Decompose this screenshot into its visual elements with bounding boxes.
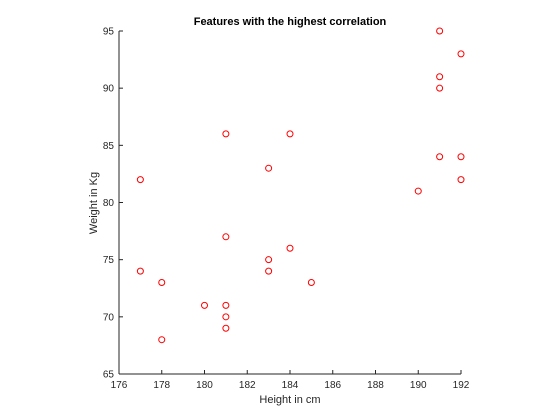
data-point xyxy=(222,301,230,309)
x-tick-label: 190 xyxy=(410,380,427,391)
y-tick-label: 70 xyxy=(103,312,115,323)
data-point xyxy=(307,279,315,287)
x-axis-title: Height in cm xyxy=(259,394,320,406)
x-tick-label: 184 xyxy=(282,380,299,391)
y-axis-title: Weight in Kg xyxy=(88,172,100,234)
y-tick-label: 65 xyxy=(103,370,115,381)
data-point xyxy=(286,130,294,138)
data-point xyxy=(436,27,444,35)
data-points xyxy=(136,27,465,344)
data-point xyxy=(286,244,294,252)
x-tick-label: 176 xyxy=(111,380,128,391)
x-tick-label: 192 xyxy=(453,380,470,391)
data-point xyxy=(436,153,444,161)
x-tick-label: 188 xyxy=(367,380,384,391)
x-tick-label: 178 xyxy=(153,380,170,391)
chart-title: Features with the highest correlation xyxy=(194,16,387,28)
data-point xyxy=(158,336,166,344)
x-axis-ticks: 176 178 180 182 184 186 188 190 192 xyxy=(111,370,470,391)
data-point xyxy=(201,301,208,309)
data-point xyxy=(136,267,144,275)
y-tick-label: 85 xyxy=(103,141,115,152)
data-point xyxy=(436,73,444,81)
data-point xyxy=(158,279,166,287)
data-point xyxy=(436,84,444,92)
data-point xyxy=(457,176,465,184)
axes xyxy=(118,31,461,375)
x-tick-label: 182 xyxy=(239,380,256,391)
x-tick-label: 180 xyxy=(196,380,213,391)
data-point xyxy=(265,256,273,264)
data-point xyxy=(222,313,230,321)
y-tick-label: 95 xyxy=(103,27,115,38)
data-point xyxy=(457,153,465,161)
data-point xyxy=(136,176,144,184)
data-point xyxy=(222,130,230,138)
data-point xyxy=(414,187,422,195)
data-point xyxy=(222,324,230,332)
y-tick-label: 75 xyxy=(103,255,115,266)
x-tick-label: 186 xyxy=(324,380,341,391)
y-axis-ticks: 65 70 75 80 85 90 95 xyxy=(103,27,123,381)
y-tick-label: 80 xyxy=(103,198,115,209)
data-point xyxy=(265,164,273,172)
data-point xyxy=(222,233,230,241)
y-tick-label: 90 xyxy=(103,84,115,95)
data-point xyxy=(265,267,273,275)
data-point xyxy=(457,50,465,58)
